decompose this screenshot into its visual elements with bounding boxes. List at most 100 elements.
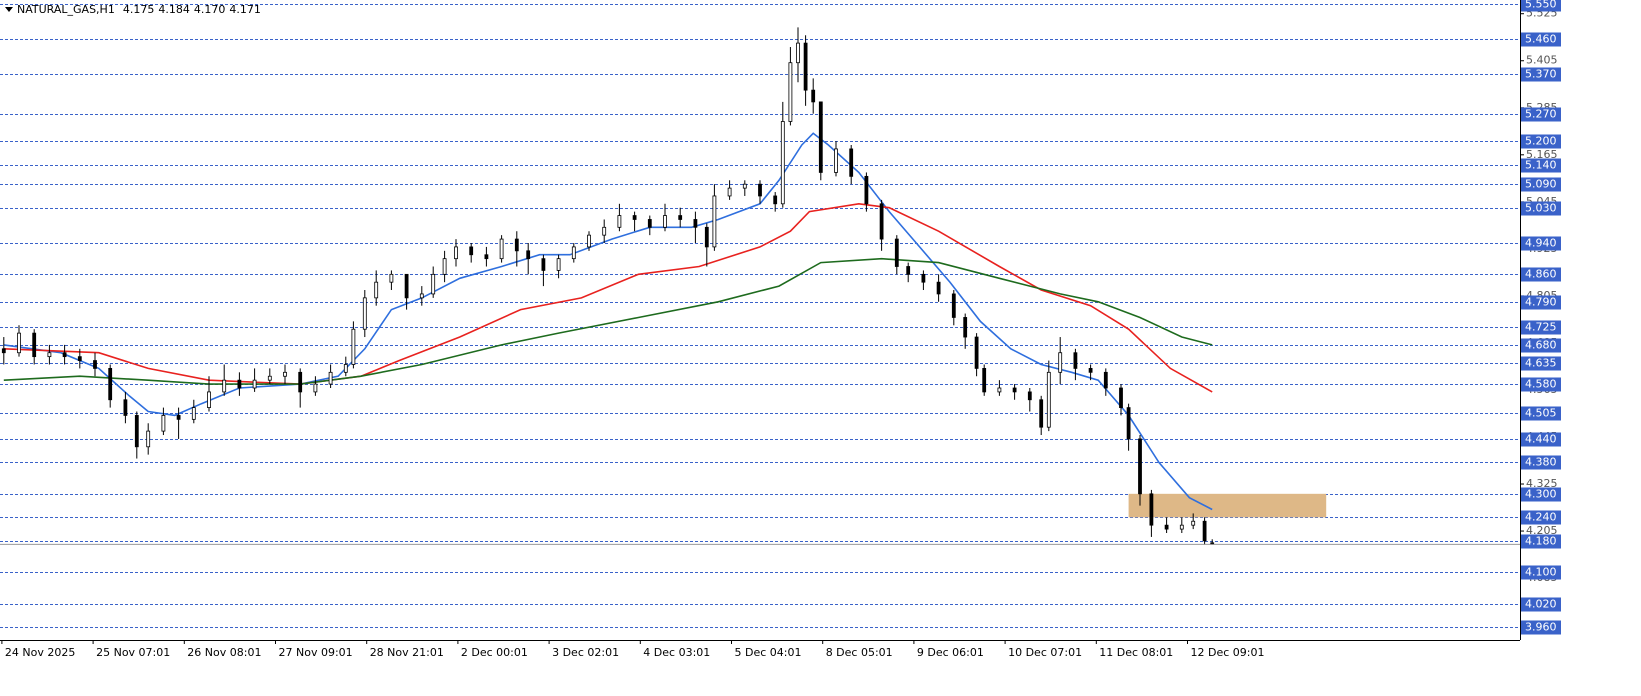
- x-tick-label: 24 Nov 2025: [5, 646, 75, 659]
- candle-body: [974, 336, 979, 369]
- level-box: [1521, 597, 1561, 612]
- candle-body: [442, 258, 447, 275]
- candle-body: [997, 387, 1002, 393]
- candle-body: [108, 368, 113, 401]
- zone: [1128, 493, 1327, 518]
- candle-body: [663, 215, 667, 228]
- candle-body: [921, 273, 926, 283]
- x-tick-label: 10 Dec 07:01: [1008, 646, 1082, 659]
- candle-body: [17, 332, 21, 354]
- level-box: [1521, 0, 1561, 12]
- level-box: [1521, 201, 1561, 216]
- level-label: 4.940: [1525, 237, 1557, 250]
- candle-body: [704, 226, 709, 248]
- candle-body: [936, 281, 941, 295]
- candle-body: [587, 234, 591, 248]
- x-tick-label: 26 Nov 08:01: [187, 646, 261, 659]
- level-box: [1521, 295, 1561, 310]
- candle-body: [362, 297, 367, 330]
- level-box: [1521, 620, 1561, 635]
- candle-body: [1027, 391, 1032, 401]
- candle-body: [1149, 493, 1154, 526]
- y-tick-label: 5.405: [1526, 54, 1558, 67]
- level-label: 4.790: [1525, 296, 1557, 309]
- candle-body: [1012, 387, 1017, 393]
- x-tick-label: 5 Dec 04:01: [735, 646, 802, 659]
- level-box: [1521, 432, 1561, 447]
- candle-body: [499, 238, 504, 260]
- candle-body: [328, 371, 333, 385]
- high-label: 4.184: [158, 3, 190, 16]
- level-box: [1521, 356, 1561, 371]
- level-label: 4.860: [1525, 268, 1557, 281]
- x-tick-label: 12 Dec 09:01: [1191, 646, 1265, 659]
- moving-average: [3, 132, 1213, 511]
- y-tick-label: 4.325: [1526, 477, 1558, 490]
- level-box: [1521, 338, 1561, 353]
- menu-arrow[interactable]: [5, 7, 13, 12]
- candle-body: [351, 328, 356, 365]
- candle-body: [1164, 524, 1169, 530]
- candle-body: [617, 215, 622, 228]
- level-label: 3.960: [1525, 621, 1557, 634]
- candle-body: [146, 430, 151, 448]
- symbol: NATURAL_GAS,H1: [17, 3, 115, 16]
- level-label: 4.440: [1525, 433, 1557, 446]
- x-tick-label: 28 Nov 21:01: [370, 646, 444, 659]
- candle-body: [47, 352, 52, 358]
- level-label: 5.090: [1525, 178, 1557, 191]
- candle-body: [252, 379, 257, 389]
- candle-body: [647, 219, 652, 228]
- candle-body: [693, 219, 698, 228]
- candle-body: [963, 317, 968, 338]
- candle-body: [1202, 520, 1207, 542]
- candle-body: [773, 195, 778, 205]
- level-box: [1521, 267, 1561, 282]
- candle-body: [1103, 371, 1108, 389]
- chart-header: NATURAL_GAS,H1 4.175 4.184 4.170 4.171: [17, 3, 261, 16]
- candle-body: [571, 246, 576, 260]
- level-box: [1521, 236, 1561, 251]
- candle-body: [906, 266, 911, 275]
- candle-body: [222, 379, 227, 393]
- x-tick-label: 11 Dec 08:01: [1099, 646, 1173, 659]
- candle-body: [454, 246, 458, 260]
- candle-body: [191, 407, 196, 420]
- level-box: [1521, 158, 1561, 173]
- candle-body: [556, 258, 561, 271]
- candle-body: [780, 121, 785, 205]
- candle-body: [803, 42, 808, 91]
- candle-body: [207, 391, 211, 408]
- x-tick-label: 27 Nov 09:01: [279, 646, 353, 659]
- level-box: [1521, 534, 1561, 549]
- level-box: [1521, 67, 1561, 82]
- candle-body: [1126, 407, 1131, 440]
- candle-body: [404, 273, 409, 299]
- x-tick-label: 8 Dec 05:01: [826, 646, 893, 659]
- level-label: 5.460: [1525, 33, 1557, 46]
- level-label: 4.100: [1525, 566, 1557, 579]
- level-label: 5.030: [1525, 202, 1557, 215]
- candle-body: [788, 62, 793, 122]
- candle-body: [389, 273, 394, 283]
- candle-body: [811, 89, 816, 103]
- x-tick-label: 3 Dec 02:01: [552, 646, 619, 659]
- candle-body: [1088, 368, 1093, 373]
- level-label: 4.725: [1525, 321, 1557, 334]
- candle-body: [678, 215, 683, 220]
- candle-body: [818, 101, 823, 173]
- level-label: 5.550: [1525, 0, 1557, 11]
- candle-body: [298, 371, 303, 393]
- candle-body: [1138, 438, 1142, 495]
- level-box: [1521, 320, 1561, 335]
- candle-body: [541, 258, 546, 271]
- candle-body: [237, 379, 242, 389]
- level-box: [1521, 565, 1561, 580]
- candle-body: [93, 360, 97, 369]
- open-label: 4.175: [123, 3, 155, 16]
- level-label: 4.635: [1525, 357, 1557, 370]
- level-box: [1521, 377, 1561, 392]
- level-label: 4.240: [1525, 511, 1557, 524]
- candle-body: [176, 415, 181, 420]
- candle-body: [1073, 352, 1078, 369]
